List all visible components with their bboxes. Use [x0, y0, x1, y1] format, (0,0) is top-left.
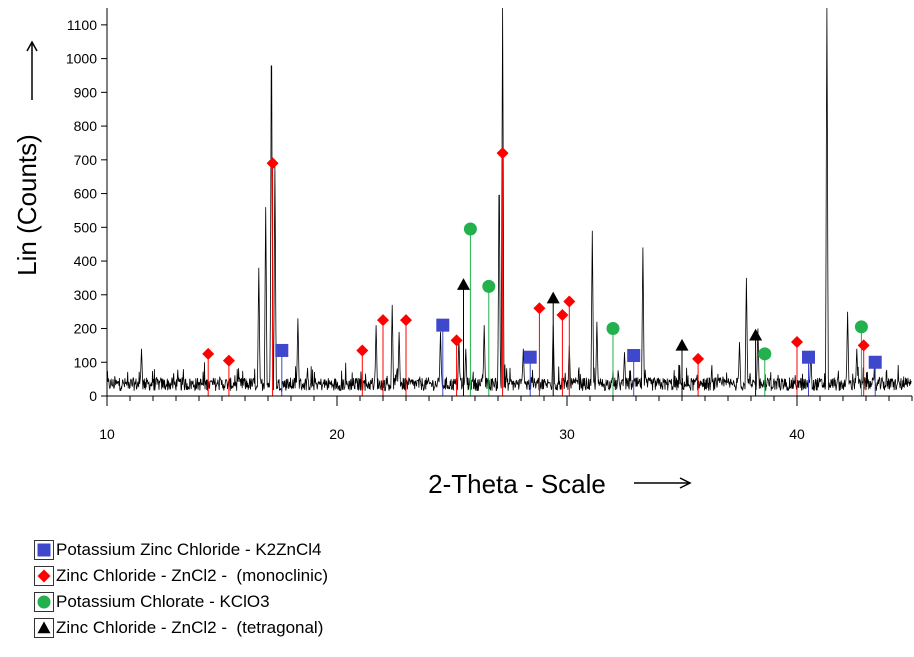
- diamond-marker: [563, 295, 576, 308]
- phase-markers: [202, 147, 882, 369]
- xrd-chart: 0 100 200 300 400 500 600 700 800 900 1000 1100 10 20…: [12, 7, 913, 499]
- legend-symbol: [34, 592, 54, 612]
- reference-sticks: [207, 153, 876, 396]
- square-marker: [627, 349, 641, 363]
- legend-item: Potassium Chlorate - KClO3: [34, 589, 328, 615]
- legend-item: Potassium Zinc Chloride - K2ZnCl4: [34, 537, 328, 563]
- legend-label: Zinc Chloride - ZnCl2 - (monoclinic): [56, 566, 329, 585]
- square-marker: [436, 318, 450, 332]
- legend-symbol: [34, 618, 54, 638]
- diamond-marker: [356, 344, 369, 357]
- circle-marker: [758, 347, 772, 361]
- y-tick-label: 100: [74, 354, 98, 370]
- diamond-marker: [533, 302, 546, 315]
- diamond-marker: [202, 347, 215, 360]
- diamond-marker: [556, 309, 569, 322]
- y-axis-arrow: [26, 40, 38, 100]
- circle-marker: [606, 322, 620, 336]
- diamond-marker: [377, 314, 389, 327]
- y-tick-label: 700: [74, 152, 98, 168]
- diamond-marker: [400, 314, 412, 327]
- y-tick-label: 1100: [67, 17, 97, 33]
- triangle-marker: [546, 291, 560, 304]
- legend-symbol: [34, 566, 54, 586]
- y-axis-title: Lin (Counts): [12, 134, 42, 276]
- x-tick-label: 40: [789, 426, 805, 442]
- x-tick-label: 20: [329, 426, 345, 442]
- legend: Potassium Zinc Chloride - K2ZnCl4 Zinc Ch…: [34, 537, 328, 641]
- y-tick-label: 300: [74, 287, 98, 303]
- tick-labels: 0 100 200 300 400 500 600 700 800 900 1000 1100 10 20…: [66, 17, 805, 442]
- diamond-marker: [222, 354, 235, 367]
- diffraction-pattern: [106, 7, 912, 393]
- diamond-marker: [692, 352, 705, 365]
- axes: [106, 8, 912, 397]
- y-tick-label: 800: [74, 118, 98, 134]
- legend-label: Potassium Zinc Chloride - K2ZnCl4: [56, 540, 322, 559]
- legend-label: Zinc Chloride - ZnCl2 - (tetragonal): [56, 618, 324, 637]
- y-tick-label: 600: [74, 186, 98, 202]
- tick-marks: [101, 24, 913, 406]
- diamond-icon: [37, 569, 51, 583]
- y-tick-label: 0: [89, 388, 97, 404]
- y-tick-label: 200: [74, 321, 98, 337]
- x-axis-arrow: [634, 477, 692, 489]
- diamond-marker: [791, 336, 803, 349]
- circle-marker: [854, 320, 868, 334]
- triangle-marker: [675, 338, 689, 351]
- triangle-marker: [457, 278, 470, 290]
- x-tick-label: 30: [559, 426, 575, 442]
- pattern-line: [106, 7, 912, 393]
- legend-label: Potassium Chlorate - KClO3: [56, 592, 270, 611]
- circle-marker: [463, 222, 477, 236]
- y-tick-label: 500: [74, 219, 98, 235]
- x-axis-title: 2-Theta - Scale: [428, 469, 606, 499]
- diamond-marker: [266, 157, 279, 170]
- y-tick-label: 1000: [66, 51, 97, 67]
- y-tick-label: 900: [74, 84, 98, 100]
- y-tick-label: 400: [74, 253, 98, 269]
- square-marker: [868, 355, 882, 369]
- circle-marker: [482, 279, 496, 293]
- x-tick-label: 10: [99, 426, 115, 442]
- diamond-marker: [496, 147, 509, 160]
- legend-item: Zinc Chloride - ZnCl2 - (tetragonal): [34, 615, 328, 641]
- square-marker: [523, 350, 537, 364]
- legend-symbol: [34, 540, 54, 560]
- triangle-icon: [37, 621, 51, 634]
- triangle-marker: [749, 328, 763, 341]
- square-icon: [37, 543, 51, 557]
- legend-item: Zinc Chloride - ZnCl2 - (monoclinic): [34, 563, 328, 589]
- diamond-marker: [450, 334, 463, 347]
- square-marker: [802, 350, 815, 364]
- circle-icon: [37, 595, 51, 609]
- square-marker: [275, 343, 289, 357]
- diamond-marker: [857, 339, 870, 352]
